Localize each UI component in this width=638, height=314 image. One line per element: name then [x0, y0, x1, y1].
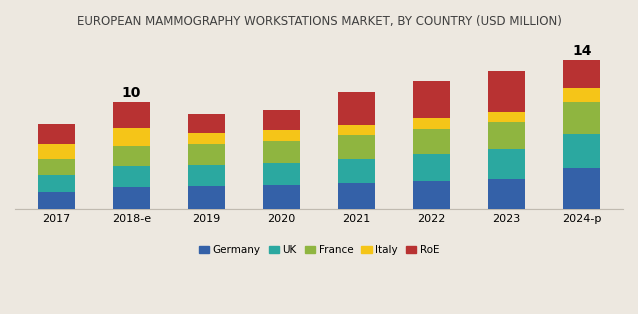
Bar [188, 133, 225, 144]
Bar [38, 159, 75, 175]
Bar [188, 165, 225, 186]
Bar [488, 149, 526, 179]
Bar [563, 134, 600, 168]
Bar [263, 141, 300, 163]
Bar [563, 102, 600, 134]
Bar [38, 192, 75, 208]
Bar [112, 128, 150, 146]
Bar [263, 163, 300, 185]
Bar [263, 185, 300, 208]
Bar [112, 146, 150, 166]
Bar [38, 175, 75, 192]
Bar [112, 187, 150, 208]
Bar [563, 60, 600, 88]
Text: 10: 10 [122, 86, 141, 100]
Bar [413, 129, 450, 154]
Text: 14: 14 [572, 44, 591, 58]
Bar [488, 71, 526, 112]
Bar [263, 110, 300, 130]
Bar [488, 179, 526, 208]
Bar [488, 122, 526, 149]
Bar [188, 114, 225, 133]
Bar [112, 166, 150, 187]
Bar [413, 154, 450, 181]
Bar [38, 144, 75, 159]
Bar [413, 81, 450, 118]
Bar [488, 112, 526, 122]
Bar [413, 118, 450, 129]
Bar [338, 135, 375, 159]
Bar [338, 92, 375, 125]
Bar [338, 125, 375, 135]
Bar [263, 130, 300, 141]
Legend: Germany, UK, France, Italy, RoE: Germany, UK, France, Italy, RoE [195, 241, 443, 259]
Bar [188, 186, 225, 208]
Bar [112, 102, 150, 128]
Bar [188, 144, 225, 165]
Bar [563, 168, 600, 208]
Title: EUROPEAN MAMMOGRAPHY WORKSTATIONS MARKET, BY COUNTRY (USD MILLION): EUROPEAN MAMMOGRAPHY WORKSTATIONS MARKET… [77, 15, 561, 28]
Bar [38, 124, 75, 144]
Bar [338, 183, 375, 208]
Bar [413, 181, 450, 208]
Bar [563, 88, 600, 102]
Bar [338, 159, 375, 183]
